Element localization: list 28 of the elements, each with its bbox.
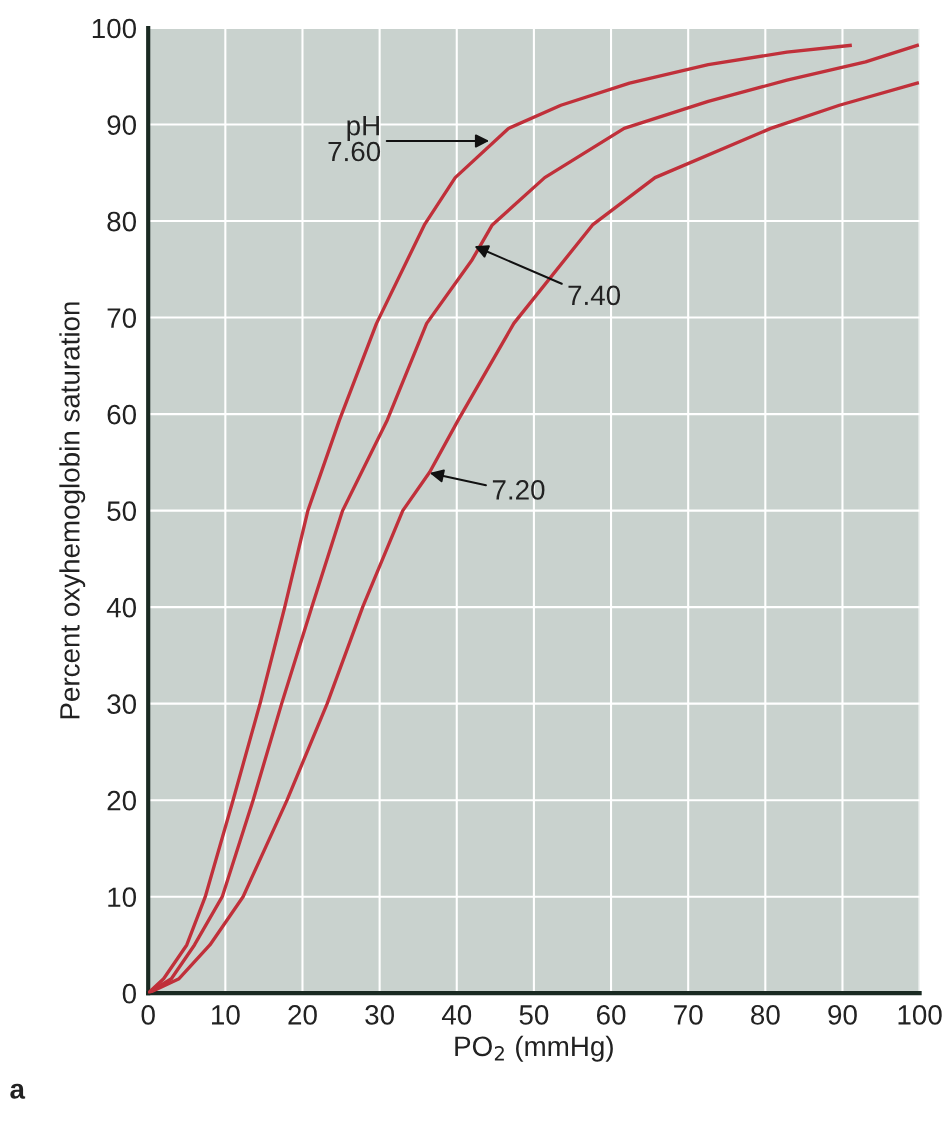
x-tick-label: 100 <box>898 1005 942 1025</box>
x-tick-label: 10 <box>212 1005 240 1025</box>
y-tick-label: 70 <box>107 308 137 328</box>
x-tick-label: 70 <box>674 1005 703 1025</box>
y-tick-label: 40 <box>106 597 137 618</box>
x-axis-title: PO$_{2}$ (mmHg) <box>455 1035 613 1062</box>
x-tick-label: 60 <box>597 1005 626 1025</box>
y-tick-label: 0 <box>122 983 136 1004</box>
x-tick-label: 20 <box>288 1005 317 1025</box>
x-tick-label: 50 <box>519 1005 549 1025</box>
text: a <box>10 1083 26 1099</box>
annotation: 7.20 <box>492 480 545 500</box>
y-tick-label: 30 <box>107 694 137 714</box>
y-tick-label: 90 <box>107 115 137 135</box>
y-axis-title: Percent oxyhemoglobin saturation <box>59 302 86 719</box>
annotation: 7.40 <box>568 285 621 306</box>
y-tick-label: 20 <box>107 790 137 811</box>
x-tick-label: 0 <box>141 1005 155 1025</box>
x-tick-label: 40 <box>441 1005 472 1025</box>
y-tick-label: 60 <box>107 404 137 425</box>
y-tick-label: 50 <box>107 501 137 521</box>
x-tick-label: 30 <box>365 1005 394 1025</box>
y-tick-label: 100 <box>92 18 137 39</box>
y-tick-label: 10 <box>108 887 137 908</box>
x-tick-label: 90 <box>828 1005 857 1025</box>
annotation: pH 7.60 <box>328 116 381 162</box>
x-tick-label: 80 <box>751 1005 780 1025</box>
y-tick-label: 80 <box>107 211 137 232</box>
